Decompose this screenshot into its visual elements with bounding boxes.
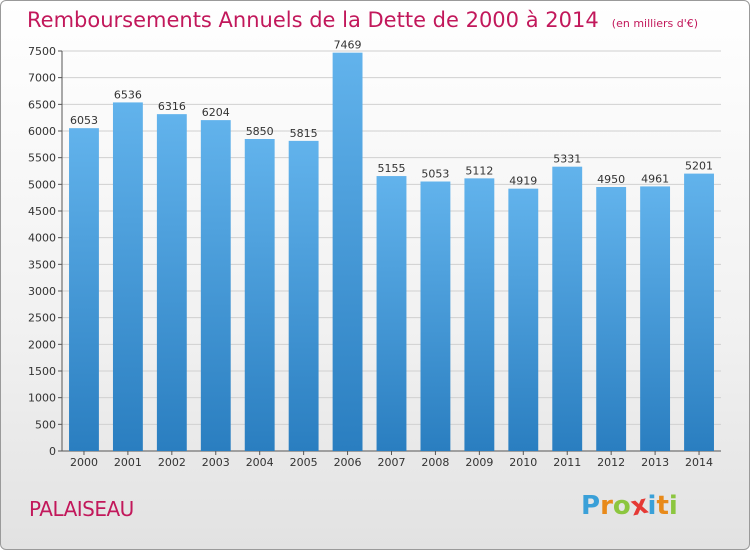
x-tick-label: 2002 xyxy=(158,456,186,469)
y-tick-label: 7000 xyxy=(28,72,56,85)
x-tick-label: 2005 xyxy=(290,456,318,469)
y-tick-label: 0 xyxy=(49,445,56,458)
x-tick-label: 2010 xyxy=(509,456,537,469)
y-tick-label: 7500 xyxy=(28,45,56,58)
x-tick-label: 2006 xyxy=(334,456,362,469)
logo-letter: i xyxy=(668,491,678,521)
data-label: 5201 xyxy=(685,160,713,173)
data-label: 4961 xyxy=(641,172,669,185)
x-tick-label: 2013 xyxy=(641,456,669,469)
bar xyxy=(508,188,539,452)
logo-letter: P xyxy=(581,491,601,521)
x-tick-label: 2014 xyxy=(685,456,713,469)
x-tick-label: 2008 xyxy=(421,456,449,469)
data-label: 6316 xyxy=(158,100,186,113)
y-tick-label: 6500 xyxy=(28,98,56,111)
x-tick-label: 2009 xyxy=(465,456,493,469)
chart-unit: (en milliers d'€) xyxy=(611,17,699,30)
bar xyxy=(69,128,99,451)
y-tick-label: 4000 xyxy=(28,232,56,245)
data-label: 5053 xyxy=(421,168,449,181)
data-label: 4919 xyxy=(509,175,537,188)
bar xyxy=(288,140,319,451)
bar xyxy=(596,187,627,451)
logo-letter: o xyxy=(612,491,631,521)
y-tick-label: 2500 xyxy=(28,312,56,325)
y-tick-label: 3000 xyxy=(28,285,56,298)
x-tick-label: 2004 xyxy=(246,456,274,469)
data-label: 6536 xyxy=(114,88,142,101)
bar xyxy=(420,181,451,452)
bar xyxy=(684,173,714,451)
y-tick-label: 3500 xyxy=(28,258,56,271)
chart-title: Remboursements Annuels de la Dette de 20… xyxy=(27,8,599,32)
bar xyxy=(640,186,671,451)
data-label: 5815 xyxy=(290,127,318,140)
x-tick-label: 2012 xyxy=(597,456,625,469)
data-label: 5112 xyxy=(465,164,493,177)
data-label: 7469 xyxy=(334,39,362,52)
y-tick-label: 5000 xyxy=(28,178,56,191)
title-line: Remboursements Annuels de la Dette de 20… xyxy=(27,8,698,32)
bar xyxy=(156,114,187,451)
y-tick-label: 6000 xyxy=(28,125,56,138)
bar xyxy=(552,166,583,451)
y-tick-label: 1000 xyxy=(28,392,56,405)
data-label: 6053 xyxy=(70,114,98,127)
logo-letter: r xyxy=(600,491,613,521)
data-label: 5850 xyxy=(246,125,274,138)
commune-name: PALAISEAU xyxy=(29,497,134,521)
logo-letter: t xyxy=(656,491,669,521)
y-tick-label: 500 xyxy=(35,418,56,431)
x-tick-label: 2000 xyxy=(70,456,98,469)
x-tick-label: 2001 xyxy=(114,456,142,469)
data-label: 6204 xyxy=(202,106,230,119)
x-tick-label: 2011 xyxy=(553,456,581,469)
bar xyxy=(376,176,407,452)
bar xyxy=(200,120,231,452)
x-tick-label: 2003 xyxy=(202,456,230,469)
y-tick-label: 1500 xyxy=(28,365,56,378)
bar xyxy=(244,139,275,451)
data-label: 5155 xyxy=(378,162,406,175)
logo-letter: i xyxy=(647,491,657,521)
bar xyxy=(332,52,363,452)
proxiti-logo: Proxiti xyxy=(581,490,678,523)
y-tick-label: 2000 xyxy=(28,338,56,351)
data-label: 4950 xyxy=(597,173,625,186)
y-tick-label: 5500 xyxy=(28,152,56,165)
data-label: 5331 xyxy=(553,153,581,166)
bar xyxy=(464,178,495,452)
bar xyxy=(112,102,143,451)
y-tick-label: 4500 xyxy=(28,205,56,218)
x-tick-label: 2007 xyxy=(378,456,406,469)
